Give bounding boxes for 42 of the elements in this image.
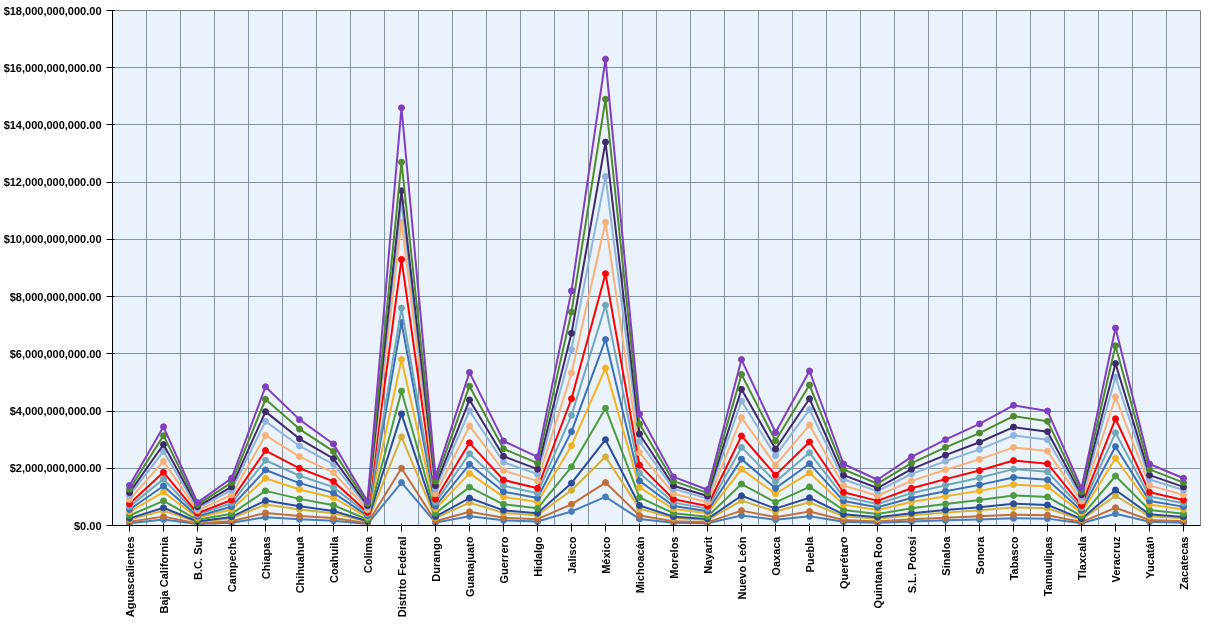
x-tick-label: Coahuila [327,535,340,583]
x-tick-label: Quintana Roo [871,536,884,609]
x-tick-label: B.C. Sur [191,535,204,580]
x-tick-label: México [599,536,612,574]
x-tick-label: Tamaulipas [1041,536,1054,597]
x-tick-label: Puebla [803,535,816,573]
x-tick-label: Distrito Federal [395,536,408,618]
x-tick-label: Aguascalientes [123,536,136,618]
x-tick-label: Oaxaca [769,535,782,576]
x-tick-label: Guanajuato [463,536,476,598]
x-tick-label: Tabasco [1007,536,1020,581]
x-tick-label: Nuevo León [735,536,748,600]
y-tick-label: $8,000,000,000.00 [9,290,102,303]
x-tick-label: Chiapas [259,536,272,580]
x-tick-label: Yucatán [1143,536,1156,579]
x-tick-label: Hidalgo [531,536,544,577]
x-tick-label: Campeche [225,536,238,593]
x-tick-label: Durango [429,536,442,582]
y-tick-label: $4,000,000,000.00 [9,405,102,418]
y-tick-label: $16,000,000,000.00 [3,61,102,74]
x-tick-label: Sonora [973,535,986,575]
x-tick-label: Sinaloa [939,535,952,576]
y-tick-label: $10,000,000,000.00 [3,233,102,246]
x-tick-label: Baja California [157,535,170,614]
x-tick-label: Chihuahua [293,535,306,594]
y-tick-label: $2,000,000,000.00 [9,462,102,475]
x-tick-label: Guerrero [497,536,510,584]
x-tick-label: Nayarit [701,536,714,574]
y-tick-label: $6,000,000,000.00 [9,347,102,360]
x-tick-label: Zacatecas [1177,536,1190,590]
x-tick-label: Morelos [667,536,680,579]
x-tick-label: Querétaro [837,536,850,590]
x-tick-label: Michoacán [633,536,646,594]
y-tick-label: $18,000,000,000.00 [3,4,102,17]
x-tick-label: Veracruz [1109,536,1122,583]
x-tick-label: Colima [361,535,374,574]
x-tick-label: Tlaxcala [1075,535,1088,580]
y-tick-label: $0.00 [73,519,102,532]
x-tick-label: S.L. Potosí [905,535,918,594]
y-tick-label: $14,000,000,000.00 [3,118,102,131]
y-tick-label: $12,000,000,000.00 [3,176,102,189]
x-tick-label: Jalisco [565,536,578,574]
